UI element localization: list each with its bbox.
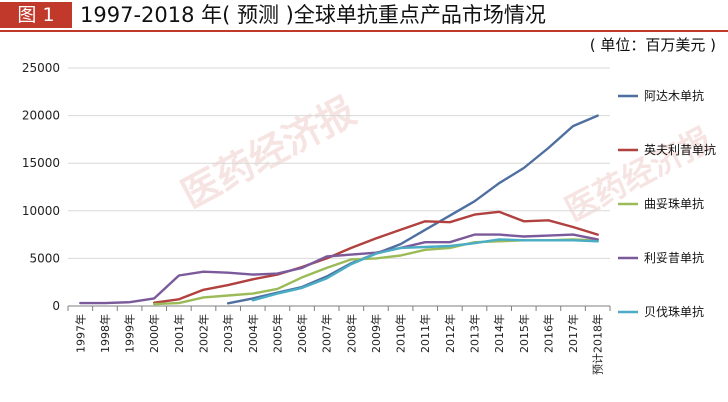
- y-tick-label: 10000: [22, 204, 60, 218]
- x-tick-label: 2004年: [246, 314, 260, 353]
- series-line: [251, 238, 599, 302]
- x-tick-label: 2016年: [541, 314, 555, 353]
- x-tick-label: 2007年: [320, 314, 334, 353]
- axes: 0 5000 10000 15000 20000 25000 1997年 1998年 1999年…: [22, 61, 611, 375]
- legend-label: 阿达木单抗: [644, 88, 704, 103]
- x-tick-label: 2001年: [172, 314, 186, 353]
- y-tick-label: 0: [52, 299, 60, 313]
- figure-header: 图 1 1997-2018 年( 预测 )全球单抗重点产品市场情况: [0, 0, 728, 32]
- x-tick-label: 1999年: [123, 314, 137, 353]
- chart-title: 1997-2018 年( 预测 )全球单抗重点产品市场情况: [80, 3, 546, 27]
- legend-label: 贝伐珠单抗: [644, 304, 704, 319]
- legend-label: 英夫利昔单抗: [644, 142, 716, 157]
- x-tick-label: 2003年: [221, 314, 235, 353]
- x-tick-label: 2017年: [566, 314, 580, 353]
- x-tick-label: 2010年: [394, 314, 408, 353]
- x-tick-label: 1997年: [73, 314, 87, 353]
- x-tick-label: 2012年: [443, 314, 457, 353]
- x-tick-label: 2006年: [295, 314, 309, 353]
- series-line: [226, 114, 599, 305]
- series-lines: [79, 114, 599, 306]
- x-tick-label: 1998年: [98, 314, 112, 353]
- title-divider: [0, 30, 728, 32]
- x-tick-label: 2005年: [270, 314, 284, 353]
- x-tick-label: 2002年: [197, 314, 211, 353]
- y-tick-label: 25000: [22, 61, 60, 75]
- series-line: [153, 210, 599, 304]
- y-tick-label: 15000: [22, 156, 60, 170]
- x-tick-label: 2011年: [418, 314, 432, 353]
- x-tick-label: 2013年: [468, 314, 482, 353]
- y-tick-label: 20000: [22, 109, 60, 123]
- x-tick-label: 2014年: [492, 314, 506, 353]
- legend-label: 曲妥珠单抗: [644, 196, 704, 211]
- x-tick-label: 2009年: [369, 314, 383, 353]
- x-tick-label: 2008年: [344, 314, 358, 353]
- y-tick-label: 5000: [29, 251, 60, 265]
- legend-label: 利妥昔单抗: [644, 250, 704, 265]
- series-line: [79, 233, 599, 305]
- x-tick-label: 2000年: [147, 314, 161, 353]
- x-tick-label: 预计2018年: [591, 314, 605, 375]
- grid-lines: [68, 67, 610, 259]
- x-tick-label: 2015年: [517, 314, 531, 353]
- unit-label: ( 单位：百万美元 ): [589, 36, 716, 54]
- figure-label: 图 1: [0, 2, 72, 28]
